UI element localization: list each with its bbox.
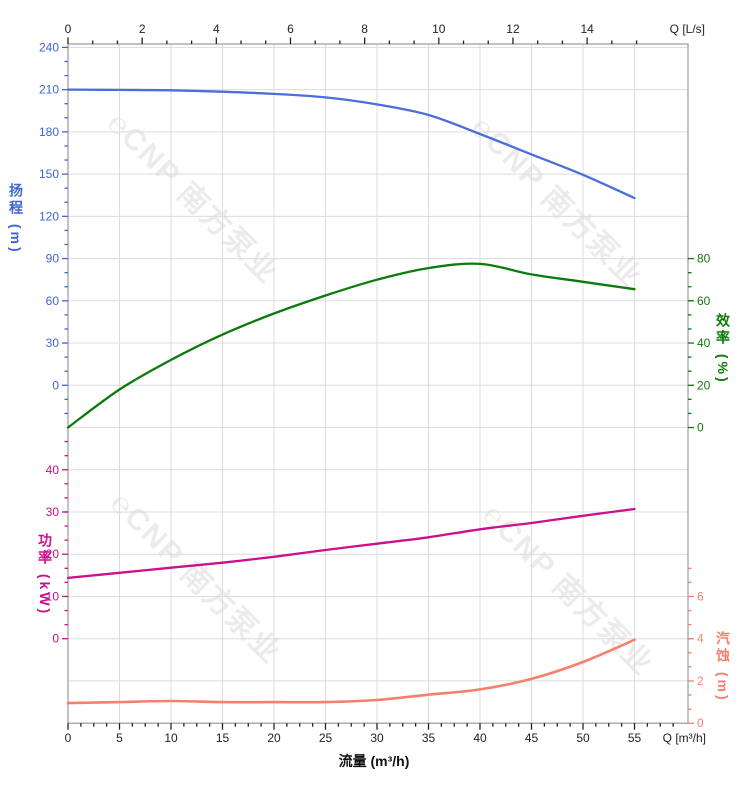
top-tick-label: 10 — [432, 22, 446, 36]
head-tick-label: 240 — [39, 40, 59, 54]
watermark-layer: ℮CNP 南方泵业 ℮CNP 南方泵业℮CNP 南方泵业 ℮CNP 南方泵业 — [101, 106, 661, 683]
efficiency-tick-label: 80 — [697, 252, 711, 266]
head-tick-label: 180 — [39, 125, 59, 139]
top-tick-label: 14 — [580, 22, 594, 36]
axes-layer: 0 2 4 6 8 10 12 140 5 10 15 20 25 30 35 40 45 50 552402101… — [39, 22, 711, 745]
top-tick-label: 0 — [65, 22, 72, 36]
npsh-tick-label: 2 — [697, 674, 704, 688]
top-tick-label: 12 — [506, 22, 520, 36]
power-axis-title: 功率 (kW) — [37, 533, 53, 617]
head-curve — [66, 88, 636, 200]
bottom-tick-label: 5 — [116, 731, 123, 745]
head-tick-label: 120 — [39, 209, 59, 223]
watermark-text: ℮CNP 南方泵业 — [104, 486, 289, 671]
bottom-tick-label: 40 — [473, 731, 487, 745]
bottom-tick-label: 30 — [370, 731, 384, 745]
efficiency-tick-label: 20 — [697, 378, 711, 392]
head-tick-label: 150 — [39, 167, 59, 181]
npsh-tick-label: 0 — [697, 716, 704, 730]
power-curve — [66, 507, 636, 580]
power-tick-label: 40 — [46, 463, 60, 477]
plot-border — [67, 43, 689, 724]
flow-axis-title: 流量 (m³/h) — [338, 753, 410, 769]
efficiency-axis-title: 效率 (%) — [715, 313, 731, 385]
bottom-tick-label: 25 — [319, 731, 333, 745]
bottom-tick-label: 45 — [525, 731, 539, 745]
efficiency-curve — [66, 262, 636, 429]
npsh-axis-title: 汽蚀 (m) — [715, 631, 731, 703]
top-tick-label: 2 — [139, 22, 146, 36]
top-tick-label: 4 — [213, 22, 220, 36]
bottom-tick-label: 50 — [576, 731, 590, 745]
head-tick-label: 30 — [46, 336, 60, 350]
bottom-tick-label: 35 — [422, 731, 436, 745]
power-tick-label: 30 — [46, 505, 60, 519]
npsh-tick-label: 4 — [697, 632, 704, 646]
head-tick-label: 90 — [46, 252, 60, 266]
bottom-tick-label: 20 — [267, 731, 281, 745]
curves-layer — [66, 88, 636, 705]
power-tick-label: 0 — [52, 632, 59, 646]
bottom-tick-label: 55 — [628, 731, 642, 745]
efficiency-tick-label: 40 — [697, 336, 711, 350]
top-axis-unit-label: Q [L/s] — [670, 22, 705, 36]
head-axis-title: 扬程 (m) — [8, 183, 24, 255]
watermark-text: ℮CNP 南方泵业 — [101, 106, 286, 291]
top-tick-label: 8 — [361, 22, 368, 36]
power-tick-label: 20 — [46, 547, 60, 561]
head-tick-label: 60 — [46, 294, 60, 308]
head-tick-label: 210 — [39, 83, 59, 97]
bottom-tick-label: 0 — [65, 731, 72, 745]
npsh-tick-label: 6 — [697, 589, 704, 603]
head-tick-label: 0 — [52, 378, 59, 392]
power-tick-label: 10 — [46, 589, 60, 603]
bottom-tick-label: 15 — [216, 731, 230, 745]
efficiency-tick-label: 0 — [697, 421, 704, 435]
top-tick-label: 6 — [287, 22, 294, 36]
efficiency-tick-label: 60 — [697, 294, 711, 308]
bottom-axis-unit-label: Q [m³/h] — [663, 731, 706, 745]
npsh-curve — [66, 638, 636, 705]
bottom-tick-label: 10 — [164, 731, 178, 745]
